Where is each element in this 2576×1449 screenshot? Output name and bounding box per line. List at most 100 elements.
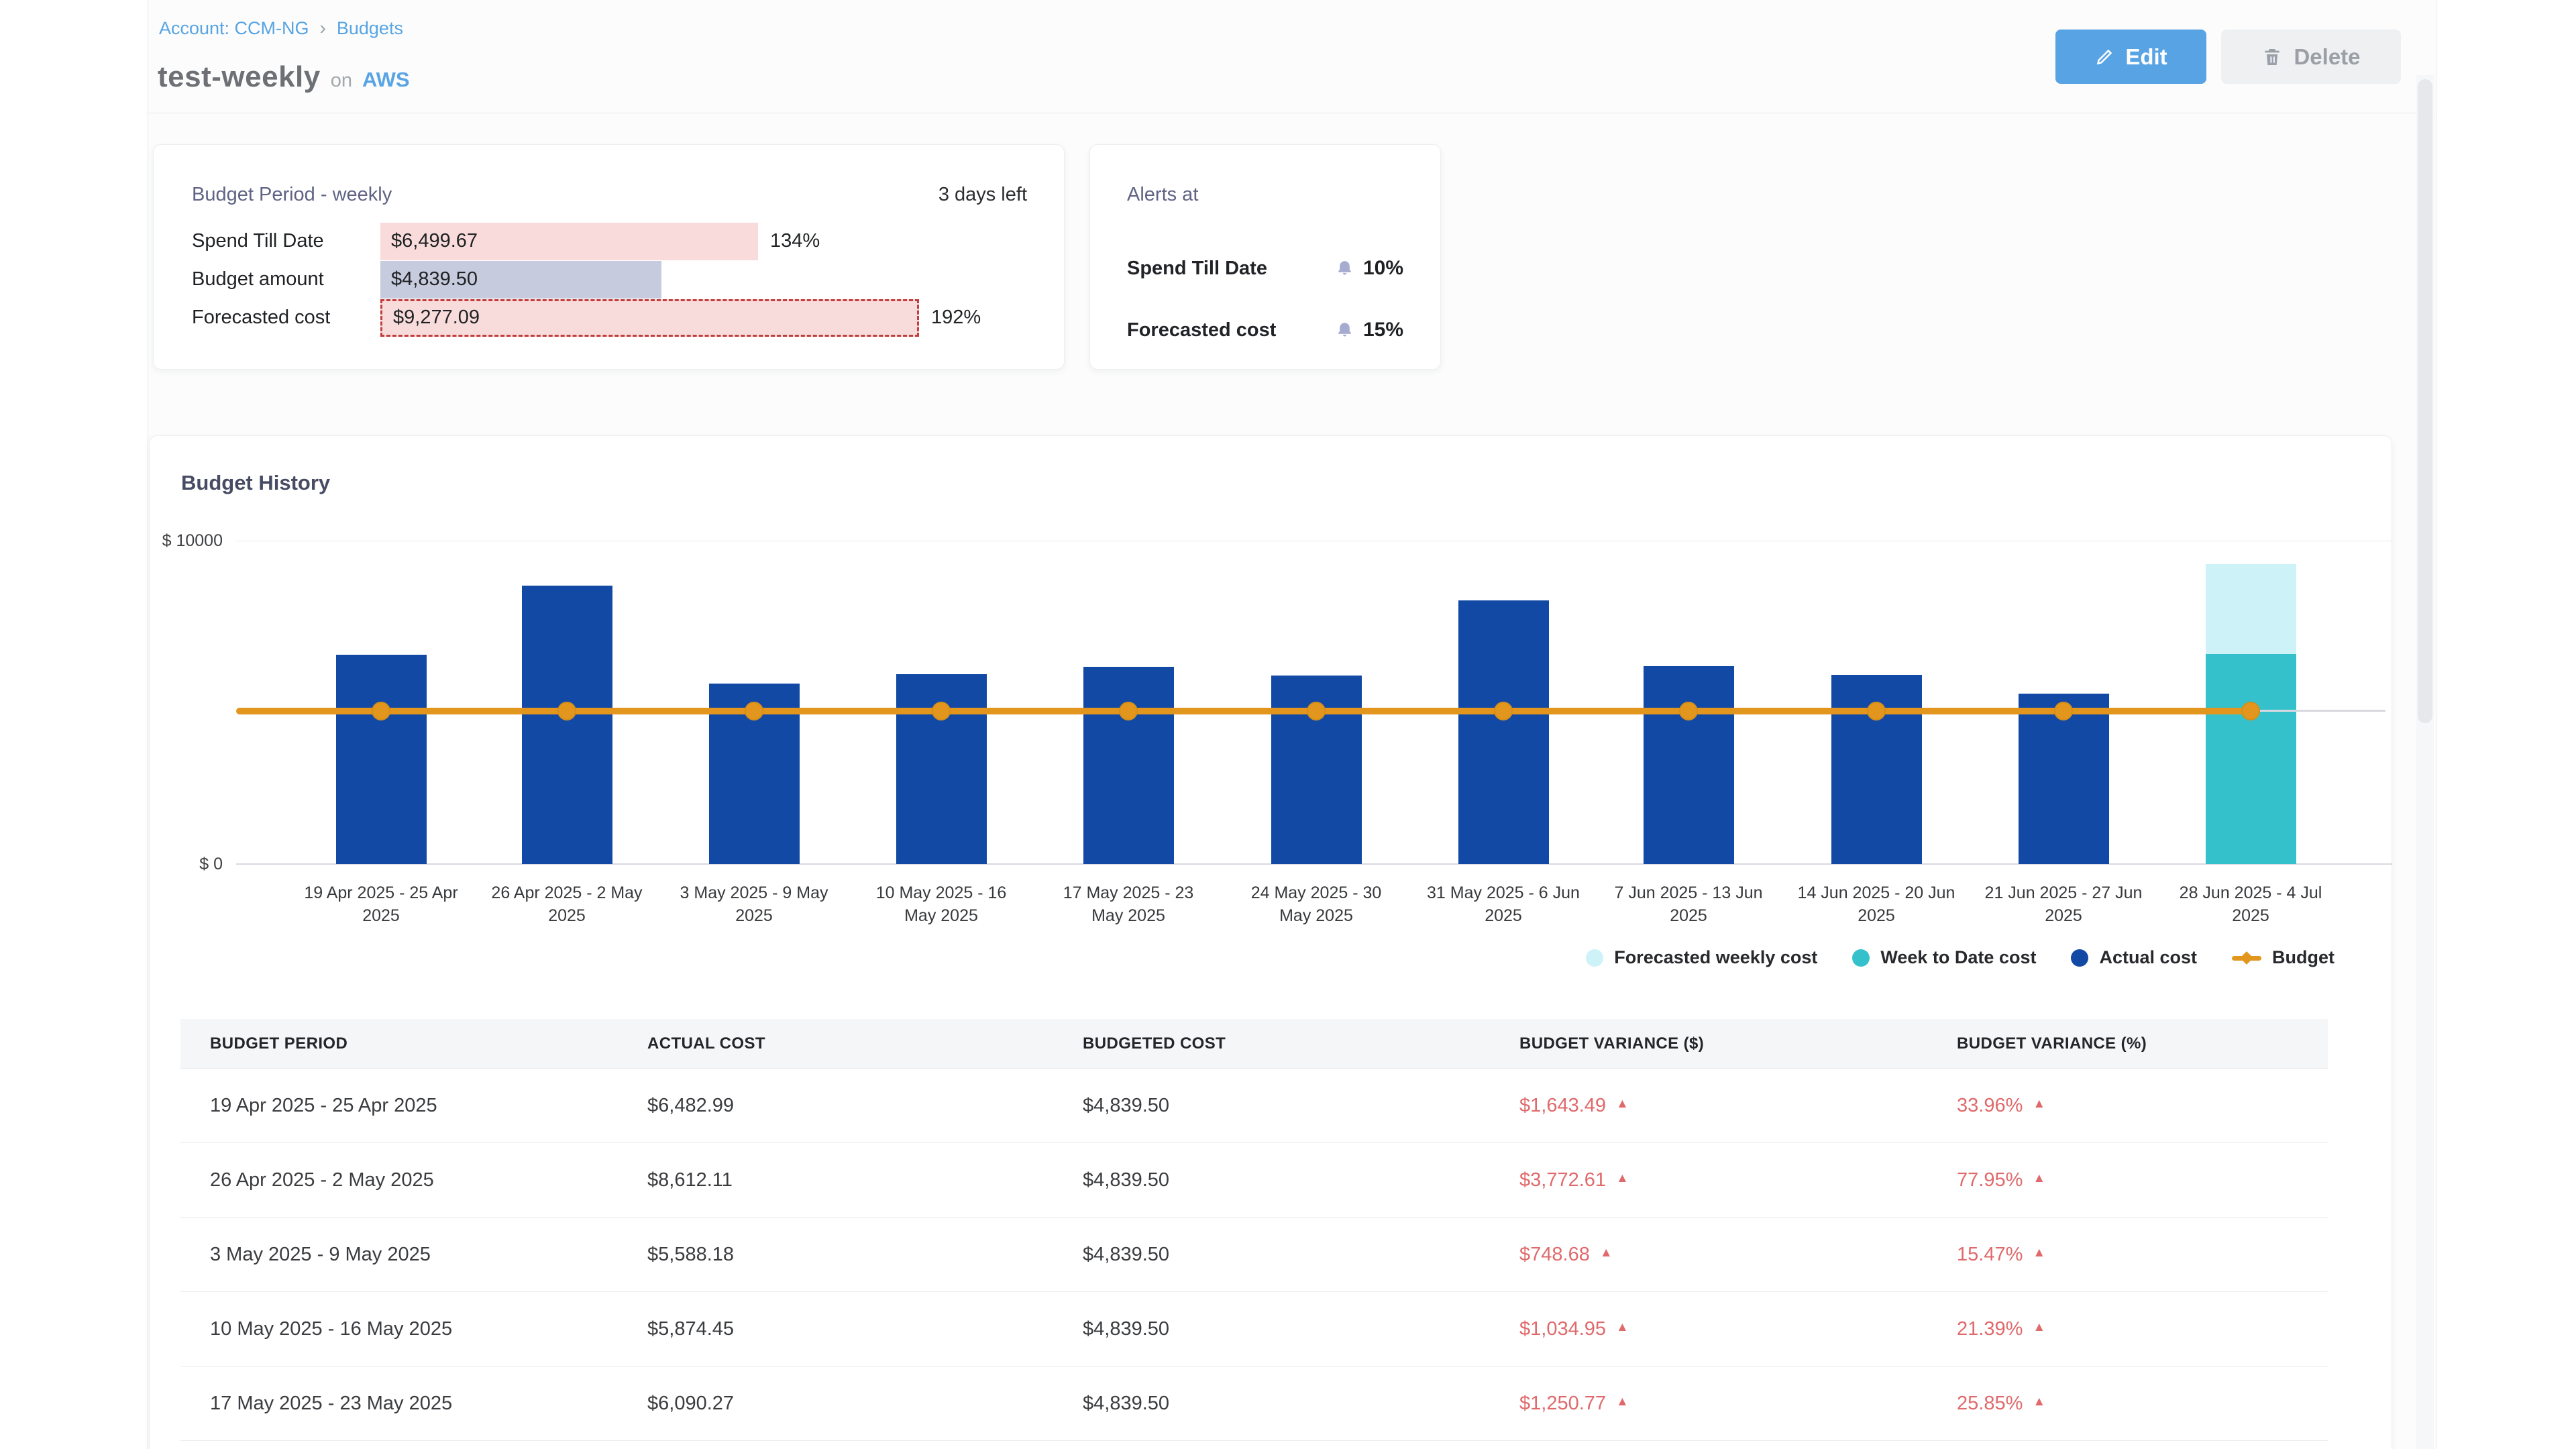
alert-row-label: Spend Till Date xyxy=(1127,258,1267,280)
budget-plotline-extension xyxy=(2251,710,2385,712)
cell-budget-period: 3 May 2025 - 9 May 2025 xyxy=(210,1244,647,1266)
budget-point-marker xyxy=(1119,702,1138,720)
alerts-rows: Spend Till Date10%Forecasted cost15% xyxy=(1127,237,1403,361)
budget-row-bar: $4,839.50 xyxy=(380,261,661,299)
pencil-icon xyxy=(2094,47,2114,67)
budget-point-marker xyxy=(557,702,576,720)
budget-point-marker xyxy=(1307,702,1326,720)
page-title: test-weekly xyxy=(158,60,321,94)
budget-row-value: $4,839.50 xyxy=(391,268,478,290)
table-row: 26 Apr 2025 - 2 May 2025$8,612.11$4,839.… xyxy=(180,1143,2328,1218)
cell-budgeted-cost: $4,839.50 xyxy=(1083,1318,1519,1340)
days-left-label: 3 days left xyxy=(938,184,1027,206)
cell-budgeted-cost: $4,839.50 xyxy=(1083,1095,1519,1117)
legend-dot-icon xyxy=(1852,949,1870,967)
budget-point-marker xyxy=(2054,702,2073,720)
cell-variance-pct: 21.39%▲ xyxy=(1957,1318,2328,1340)
breadcrumb-budgets-link[interactable]: Budgets xyxy=(337,18,403,39)
alerts-card: Alerts at Spend Till Date10%Forecasted c… xyxy=(1089,144,1441,370)
budget-point-marker xyxy=(932,702,951,720)
week-to-date-bar xyxy=(2206,654,2296,864)
y-axis-tick-zero: $ 0 xyxy=(102,854,223,874)
legend-dot-icon xyxy=(2071,949,2088,967)
legend-label: Actual cost xyxy=(2099,947,2197,968)
edit-button[interactable]: Edit xyxy=(2055,30,2206,84)
cell-budget-period: 17 May 2025 - 23 May 2025 xyxy=(210,1393,647,1415)
legend-line-icon xyxy=(2232,949,2261,967)
variance-usd-value: $1,250.77 xyxy=(1519,1393,1606,1415)
legend-dot-icon xyxy=(1586,949,1603,967)
cell-budgeted-cost: $4,839.50 xyxy=(1083,1169,1519,1191)
cell-budget-period: 26 Apr 2025 - 2 May 2025 xyxy=(210,1169,647,1191)
alert-threshold-value: 10% xyxy=(1363,257,1403,280)
cell-variance-pct: 33.96%▲ xyxy=(1957,1095,2328,1117)
cell-budget-period: 10 May 2025 - 16 May 2025 xyxy=(210,1318,647,1340)
actual-cost-bar xyxy=(336,655,427,864)
cell-variance-pct: 77.95%▲ xyxy=(1957,1169,2328,1191)
legend-label: Week to Date cost xyxy=(1880,947,2036,968)
budget-period-title: Budget Period - weekly xyxy=(192,184,392,206)
cell-actual-cost: $6,482.99 xyxy=(647,1095,1083,1117)
up-triangle-icon: ▲ xyxy=(2033,1246,2045,1260)
breadcrumb: Account: CCM-NG › Budgets xyxy=(159,17,403,39)
alerts-title: Alerts at xyxy=(1127,184,1198,206)
budget-period-card: Budget Period - weekly 3 days left Spend… xyxy=(153,144,1065,370)
cell-budgeted-cost: $4,839.50 xyxy=(1083,1244,1519,1266)
cell-actual-cost: $5,588.18 xyxy=(647,1244,1083,1266)
scrollbar-thumb[interactable] xyxy=(2418,79,2432,723)
budget-history-title: Budget History xyxy=(181,471,330,495)
budget-history-table: BUDGET PERIOD ACTUAL COST BUDGETED COST … xyxy=(180,1019,2328,1441)
delete-button-label: Delete xyxy=(2294,44,2360,70)
legend-item[interactable]: Actual cost xyxy=(2071,947,2197,968)
variance-usd-value: $1,034.95 xyxy=(1519,1318,1606,1340)
alert-threshold: 15% xyxy=(1336,319,1403,341)
up-triangle-icon: ▲ xyxy=(1600,1246,1613,1260)
edit-button-label: Edit xyxy=(2125,44,2167,70)
cell-variance-usd: $3,772.61▲ xyxy=(1519,1169,1957,1191)
actual-cost-bar xyxy=(1458,600,1549,864)
variance-pct-value: 15.47% xyxy=(1957,1244,2023,1266)
alert-threshold-value: 15% xyxy=(1363,319,1403,341)
actual-cost-bar xyxy=(522,586,612,864)
x-axis-label: 14 Jun 2025 - 20 Jun 2025 xyxy=(1796,881,1957,927)
up-triangle-icon: ▲ xyxy=(1616,1320,1629,1335)
cell-budgeted-cost: $4,839.50 xyxy=(1083,1393,1519,1415)
column-header-actual-cost: ACTUAL COST xyxy=(647,1034,1083,1053)
breadcrumb-account-link[interactable]: Account: CCM-NG xyxy=(159,18,309,39)
variance-pct-value: 25.85% xyxy=(1957,1393,2023,1415)
legend-item[interactable]: Week to Date cost xyxy=(1852,947,2036,968)
x-axis-label: 26 Apr 2025 - 2 May 2025 xyxy=(486,881,647,927)
column-header-variance-usd: BUDGET VARIANCE ($) xyxy=(1519,1034,1957,1053)
x-axis-label: 31 May 2025 - 6 Jun 2025 xyxy=(1423,881,1584,927)
column-header-budgeted-cost: BUDGETED COST xyxy=(1083,1034,1519,1053)
up-triangle-icon: ▲ xyxy=(2033,1395,2045,1409)
alert-row: Spend Till Date 10% xyxy=(1127,237,1403,299)
budget-row-bar: $6,499.67 xyxy=(380,223,758,260)
legend-item[interactable]: Budget xyxy=(2232,947,2334,968)
up-triangle-icon: ▲ xyxy=(2033,1320,2045,1335)
budget-point-marker xyxy=(1679,702,1698,720)
table-row: 17 May 2025 - 23 May 2025$6,090.27$4,839… xyxy=(180,1366,2328,1441)
cell-variance-pct: 25.85% ▲ xyxy=(1957,1393,2328,1415)
title-row: test-weekly on AWS xyxy=(158,60,410,94)
x-axis-label: 19 Apr 2025 - 25 Apr 2025 xyxy=(301,881,462,927)
cell-actual-cost: $8,612.11 xyxy=(647,1169,1083,1191)
budget-row-percent: 192% xyxy=(931,307,981,329)
variance-usd-value: $1,643.49 xyxy=(1519,1095,1606,1117)
x-axis-label: 17 May 2025 - 23 May 2025 xyxy=(1048,881,1209,927)
delete-button[interactable]: Delete xyxy=(2221,30,2401,84)
legend-label: Forecasted weekly cost xyxy=(1614,947,1817,968)
chart-plot: 19 Apr 2025 - 25 Apr 202526 Apr 2025 - 2… xyxy=(236,541,2392,864)
column-header-variance-pct: BUDGET VARIANCE (%) xyxy=(1957,1034,2328,1053)
table-body: 19 Apr 2025 - 25 Apr 2025$6,482.99$4,839… xyxy=(180,1069,2328,1441)
budget-period-rows: Spend Till Date$6,499.67134%Budget amoun… xyxy=(154,222,1064,337)
cell-variance-usd: $748.68▲ xyxy=(1519,1244,1957,1266)
budget-period-row: Spend Till Date$6,499.67134% xyxy=(154,222,1064,260)
cell-variance-pct: 15.47% ▲ xyxy=(1957,1244,2328,1266)
title-conjunction: on xyxy=(331,70,352,92)
legend-item[interactable]: Forecasted weekly cost xyxy=(1586,947,1817,968)
y-axis-tick-max: $ 10000 xyxy=(102,531,223,551)
budget-row-label: Spend Till Date xyxy=(192,230,380,252)
cell-variance-usd: $1,034.95 ▲ xyxy=(1519,1318,1957,1340)
table-row: 19 Apr 2025 - 25 Apr 2025$6,482.99$4,839… xyxy=(180,1069,2328,1143)
